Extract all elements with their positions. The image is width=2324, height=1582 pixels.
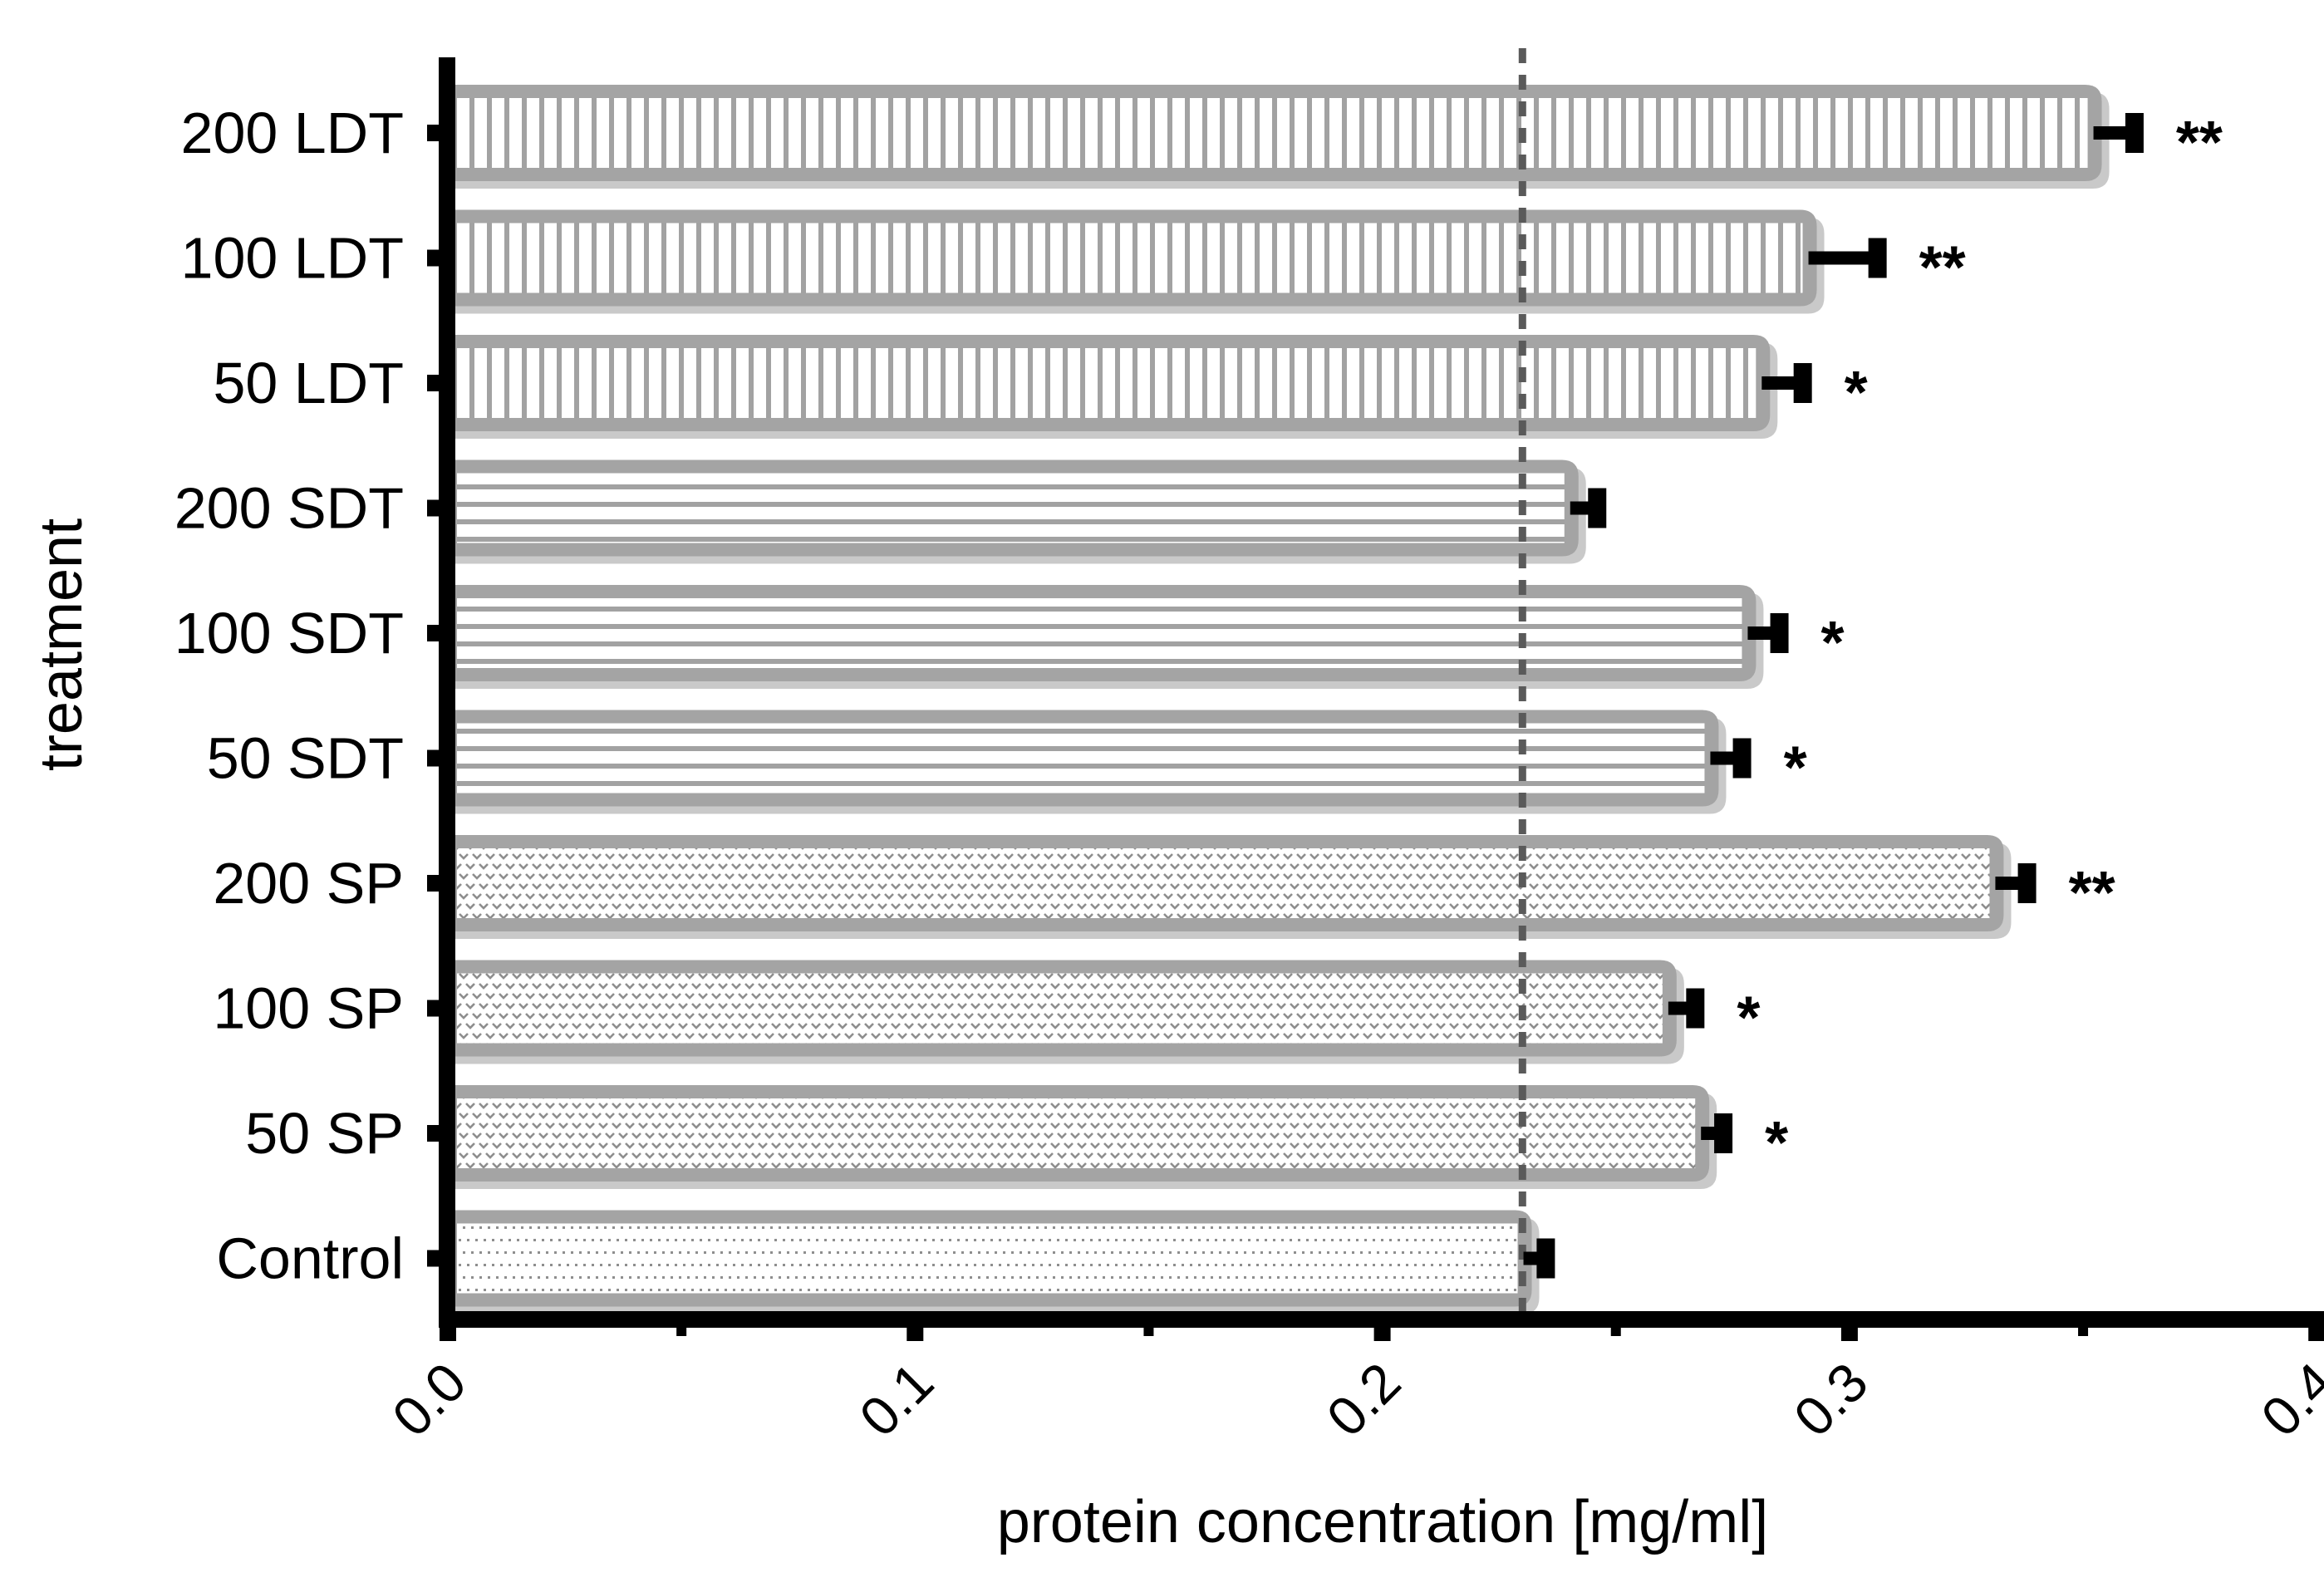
error-bar-200-ldt — [2093, 113, 2144, 153]
error-cap — [1868, 238, 1887, 278]
error-bar-control — [1523, 1238, 1555, 1279]
y-tick-50-sp — [427, 1125, 439, 1142]
category-label-50-sdt: 50 SDT — [207, 726, 404, 791]
error-bar-50-sdt — [1710, 738, 1752, 779]
x-major-tick-0.2 — [1373, 1311, 1391, 1341]
y-axis-title: treatment — [33, 518, 95, 771]
bar-pattern-fill — [457, 1098, 1696, 1168]
significance-marker-50-ldt: * — [1845, 360, 1868, 426]
category-label-100-sdt: 100 SDT — [174, 601, 404, 666]
bar-pattern-fill — [457, 223, 1803, 293]
category-label-control: Control — [216, 1226, 404, 1291]
significance-marker-100-sdt: * — [1821, 610, 1845, 676]
x-minor-tick — [1610, 1311, 1621, 1336]
significance-marker-100-sp: * — [1737, 985, 1760, 1052]
y-tick-100-sp — [427, 1000, 439, 1017]
error-cap — [2125, 113, 2144, 153]
axes-layer — [427, 57, 2324, 1341]
x-minor-tick — [676, 1311, 687, 1336]
error-cap — [1732, 738, 1752, 779]
x-tick-label-0.4: 0.4 — [2249, 1351, 2324, 1448]
bar-row-50-ldt — [450, 335, 1778, 439]
category-label-200-ldt: 200 LDT — [181, 101, 404, 165]
error-bar-200-sdt — [1570, 488, 1607, 528]
x-axis-title: protein concentration [mg/ml] — [997, 1489, 1768, 1555]
y-tick-200-sdt — [427, 499, 439, 517]
x-minor-tick — [2078, 1311, 2089, 1336]
error-bar-200-sp — [1995, 863, 2037, 903]
bar-pattern-fill — [457, 598, 1742, 668]
category-label-100-sp: 100 SP — [213, 976, 404, 1041]
error-whisker — [1761, 376, 1803, 390]
x-minor-tick — [1143, 1311, 1154, 1336]
error-bars-layer — [1523, 113, 2144, 1279]
error-bar-50-ldt — [1761, 363, 1812, 403]
error-cap — [1793, 363, 1812, 403]
x-major-tick-0.4 — [2308, 1311, 2324, 1341]
error-whisker — [2093, 126, 2135, 140]
error-cap — [1770, 613, 1789, 653]
error-whisker — [1808, 251, 1878, 265]
x-major-tick-0.1 — [907, 1311, 924, 1341]
bar-pattern-fill — [457, 98, 2088, 168]
bars-layer — [450, 85, 2110, 1314]
category-label-200-sdt: 200 SDT — [174, 476, 404, 541]
bar-pattern-fill — [457, 723, 1705, 793]
bar-pattern-fill — [457, 973, 1663, 1044]
y-axis-spine — [439, 57, 455, 1328]
y-tick-200-ldt — [427, 125, 439, 141]
protein-concentration-bar-chart-figure: ** 200 LDT ** 100 LDT * 50 LDT 200 SDT * 100 SDT… — [33, 13, 2324, 1569]
bar-row-200-sdt — [450, 459, 1586, 564]
bar-row-100-ldt — [450, 209, 1825, 314]
bar-pattern-fill — [457, 473, 1565, 543]
error-bar-100-sp — [1668, 988, 1705, 1029]
bar-row-50-sp — [450, 1085, 1717, 1189]
error-bar-100-ldt — [1808, 238, 1887, 278]
category-label-50-ldt: 50 LDT — [213, 351, 404, 415]
x-major-tick-0.3 — [1840, 1311, 1858, 1341]
error-cap — [1686, 988, 1705, 1029]
y-tick-200-sp — [427, 875, 439, 892]
bar-pattern-fill — [457, 848, 1990, 918]
category-label-50-sp: 50 SP — [245, 1101, 404, 1166]
bar-row-100-sp — [450, 960, 1684, 1064]
bar-row-200-ldt — [450, 85, 2110, 189]
x-tick-label-0.1: 0.1 — [848, 1351, 945, 1448]
y-tick-100-ldt — [427, 249, 439, 267]
significance-marker-200-sp: ** — [2069, 860, 2115, 926]
bar-row-control — [450, 1210, 1540, 1314]
y-tick-50-ldt — [427, 375, 439, 391]
error-cap — [2017, 863, 2037, 903]
x-tick-label-0.3: 0.3 — [1782, 1351, 1879, 1448]
error-cap — [1588, 488, 1607, 528]
bar-row-100-sdt — [450, 585, 1764, 689]
error-bar-100-sdt — [1747, 613, 1789, 653]
significance-marker-50-sp: * — [1765, 1110, 1788, 1177]
error-bar-50-sp — [1701, 1113, 1733, 1153]
significance-marker-100-ldt: ** — [1919, 235, 1966, 302]
bar-row-50-sdt — [450, 710, 1727, 814]
significance-marker-50-sdt: * — [1784, 735, 1807, 802]
y-tick-control — [427, 1250, 439, 1267]
x-major-tick-0.0 — [440, 1311, 456, 1341]
category-label-200-sp: 200 SP — [213, 851, 404, 916]
significance-marker-200-ldt: ** — [2176, 110, 2223, 176]
y-tick-100-sdt — [427, 625, 439, 641]
error-cap — [1536, 1238, 1555, 1279]
bar-pattern-fill — [457, 348, 1757, 418]
error-cap — [1714, 1113, 1733, 1153]
y-tick-50-sdt — [427, 749, 439, 767]
bar-pattern-fill — [457, 1223, 1518, 1294]
x-tick-label-0.0: 0.0 — [381, 1351, 478, 1448]
x-tick-label-0.2: 0.2 — [1314, 1351, 1412, 1448]
category-label-100-ldt: 100 LDT — [181, 226, 404, 291]
bar-row-200-sp — [450, 835, 2012, 939]
